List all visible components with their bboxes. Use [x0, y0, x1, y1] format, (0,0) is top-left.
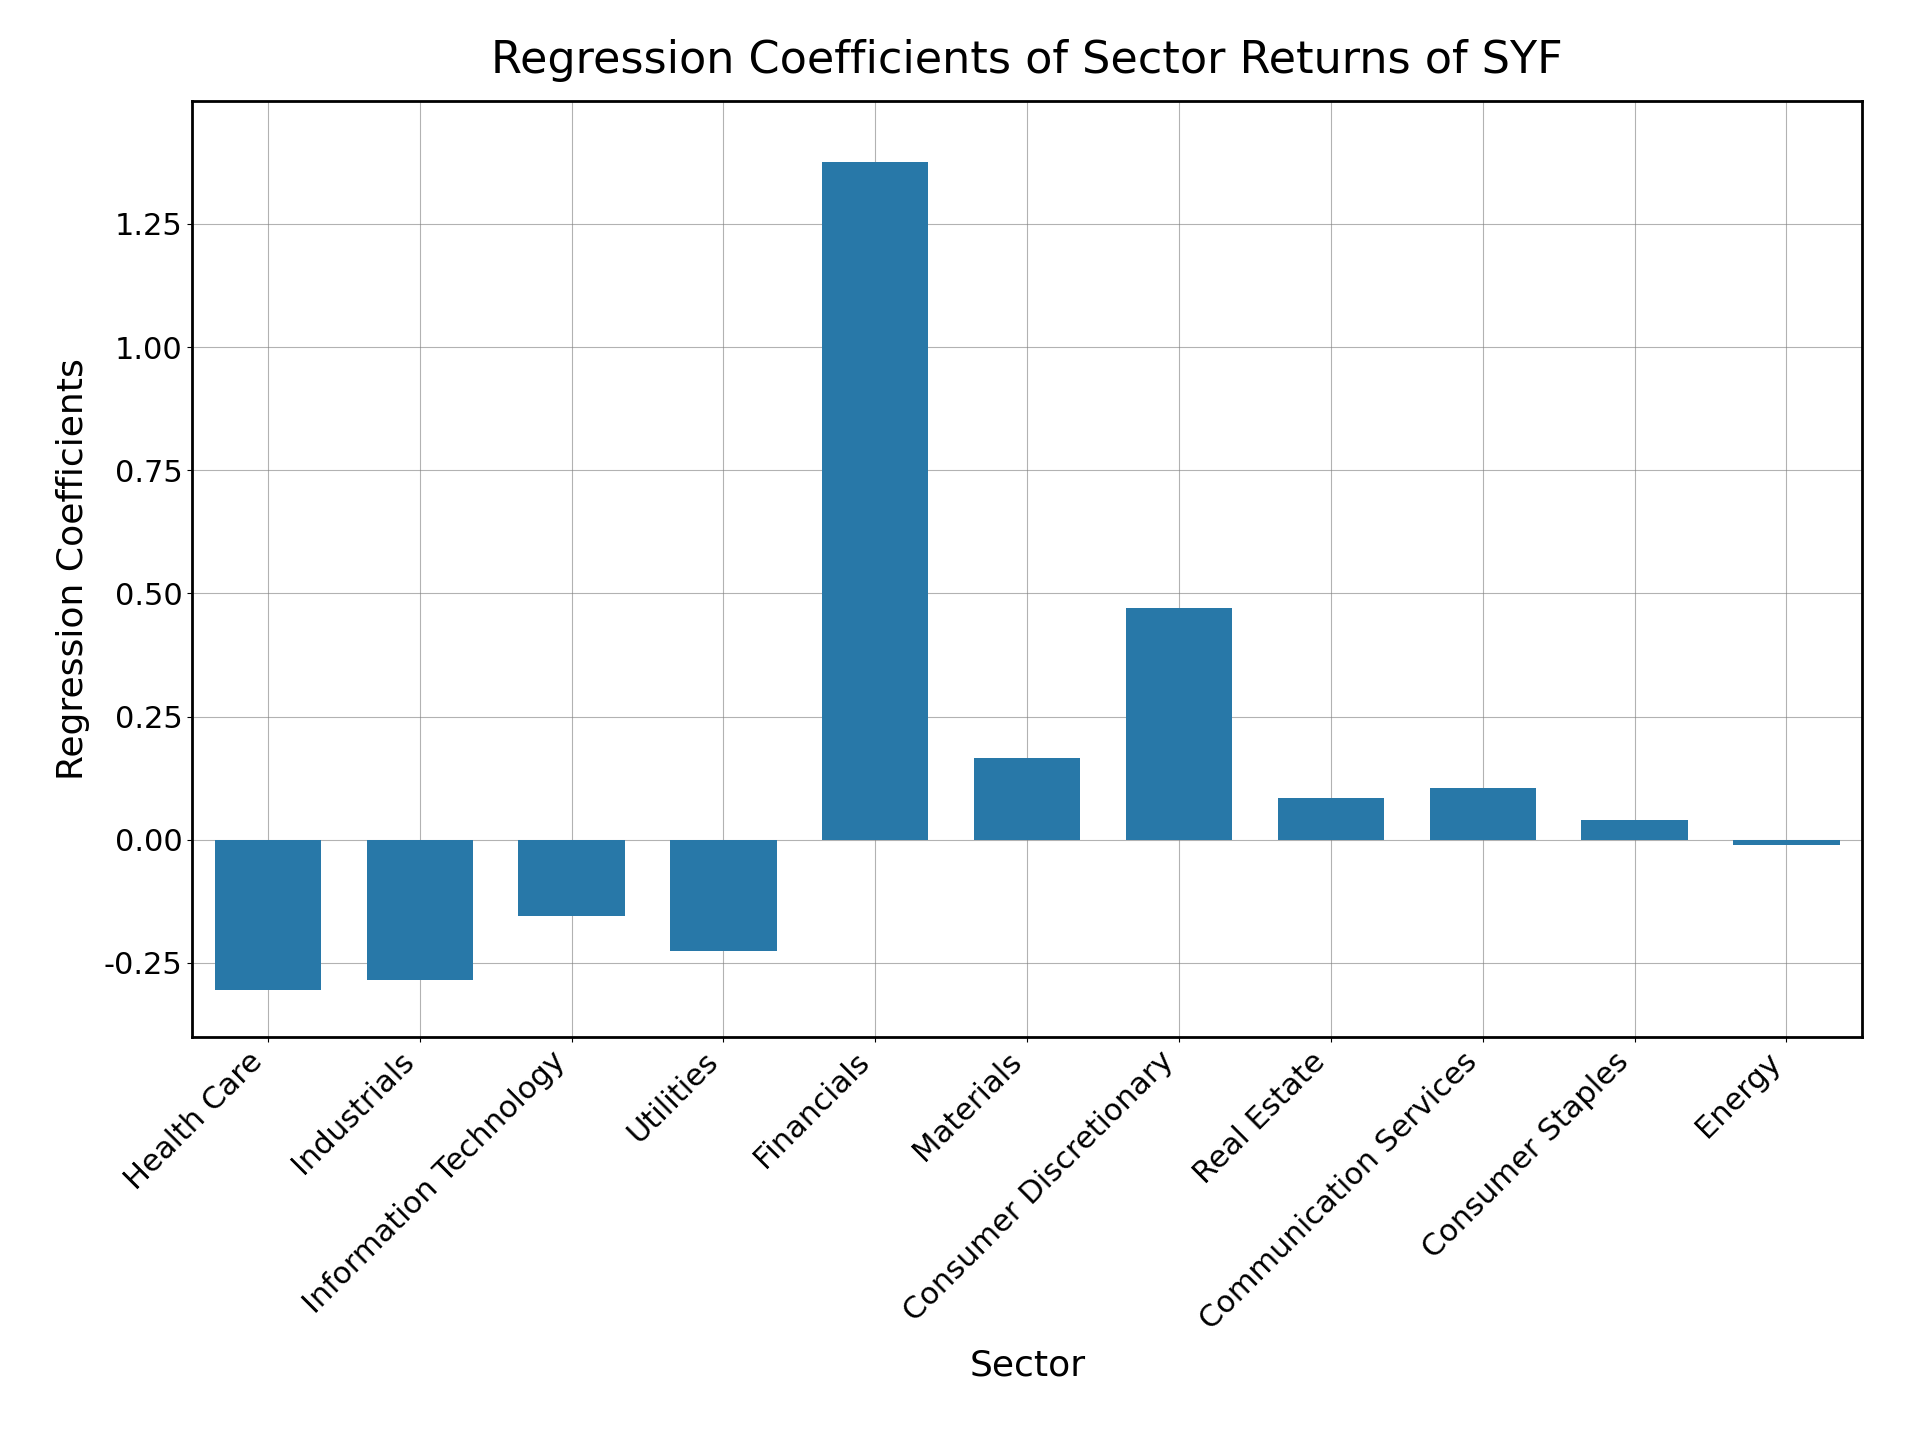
Bar — [1582, 819, 1688, 840]
Bar — [973, 759, 1081, 840]
Bar — [1734, 840, 1839, 845]
Bar — [822, 163, 929, 840]
Bar — [670, 840, 776, 950]
Title: Regression Coefficients of Sector Returns of SYF: Regression Coefficients of Sector Return… — [492, 39, 1563, 82]
Y-axis label: Regression Coefficients: Regression Coefficients — [56, 359, 90, 779]
Bar — [518, 840, 624, 916]
Bar — [1279, 798, 1384, 840]
Bar — [215, 840, 321, 989]
Bar — [1125, 608, 1233, 840]
Bar — [367, 840, 472, 981]
X-axis label: Sector: Sector — [970, 1349, 1085, 1382]
Bar — [1430, 788, 1536, 840]
